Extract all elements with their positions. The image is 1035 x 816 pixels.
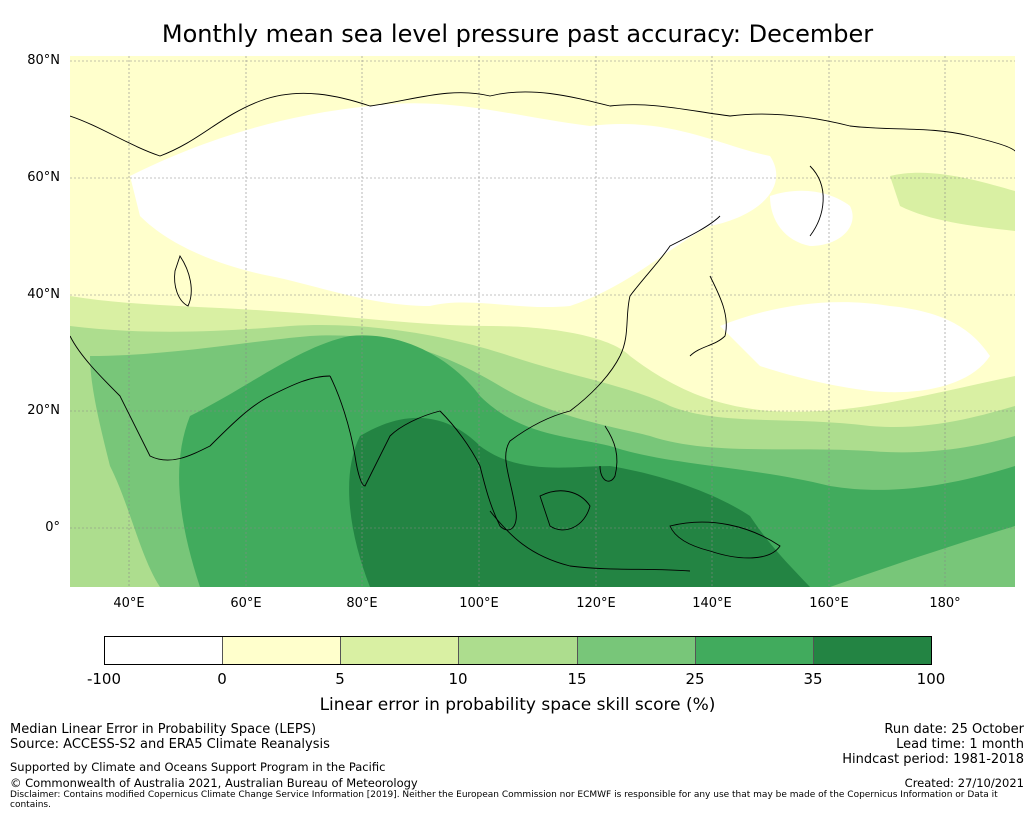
colorbar-segment-2 [223,637,342,664]
footer-hindcast: Hindcast period: 1981-2018 [842,752,1024,767]
coastline-india [329,375,441,487]
chart-title: Monthly mean sea level pressure past acc… [161,20,874,48]
lat-label-20n: 20°N [27,403,60,418]
lat-label-60n: 60°N [27,170,60,185]
footer-leps: Median Linear Error in Probability Space… [10,722,317,737]
coastline-sumatra-java [489,510,691,572]
colorbar-tick: 5 [335,670,345,688]
lon-label-180: 180° [929,596,961,611]
colorbar-segment-3 [341,637,460,664]
lat-label-80n: 80°N [27,53,60,68]
coastline-arctic [70,91,1015,157]
skill-map[interactable] [70,56,1015,587]
colorbar-tick: 35 [803,670,823,688]
coastline-middle-east [70,335,331,461]
lon-label-80e: 80°E [346,596,378,611]
colorbar-segment-7 [813,637,931,664]
lat-label-0: 0° [45,520,60,535]
lon-label-160e: 160°E [809,596,849,611]
footer-run-date: Run date: 25 October [884,722,1024,737]
skill-region-5-10-ne [890,172,1015,231]
coastlines [70,91,1015,572]
colorbar-segment-6 [695,637,814,664]
colorbar-segment-5 [577,637,696,664]
footer-copyright: © Commonwealth of Australia 2021, Austra… [10,776,418,790]
coastline-japan [689,275,727,357]
footer-disclaimer: Disclaimer: Contains modified Copernicus… [10,790,998,810]
footer-supported: Supported by Climate and Oceans Support … [10,760,386,774]
coastline-new-guinea [669,521,781,559]
coastline-se-asia [439,355,621,531]
lon-label-60e: 60°E [230,596,262,611]
coastline-caspian [174,254,192,307]
skill-map-svg [70,56,1015,587]
skill-region-35-100 [349,417,810,587]
footer-source: Source: ACCESS-S2 and ERA5 Climate Reana… [10,737,330,752]
skill-region-white-pacific [720,302,990,393]
footer-lead-time: Lead time: 1 month [896,737,1024,752]
colorbar-tick: 100 [916,670,946,688]
colorbar-tick: 0 [217,670,227,688]
coastline-philippines [599,425,618,482]
colorbar [104,636,932,665]
colorbar-label: Linear error in probability space skill … [319,695,716,715]
coastline-borneo [539,490,591,531]
colorbar-tick: 10 [448,670,468,688]
lon-label-100e: 100°E [459,596,499,611]
colorbar-tick: 25 [685,670,705,688]
lon-label-140e: 140°E [692,596,732,611]
colorbar-segment-4 [459,637,578,664]
graticule [70,56,1015,587]
colorbar-tick: 15 [567,670,587,688]
lon-label-40e: 40°E [113,596,145,611]
lon-label-120e: 120°E [576,596,616,611]
footer-created: Created: 27/10/2021 [904,776,1024,790]
skill-region-white-ne [770,190,853,246]
colorbar-tick: -100 [86,670,122,688]
lat-label-40n: 40°N [27,287,60,302]
coastline-east-asia [619,215,721,357]
colorbar-segment-1 [105,637,224,664]
coastline-kamchatka [809,165,824,237]
skill-region-white-siberia [130,103,777,308]
